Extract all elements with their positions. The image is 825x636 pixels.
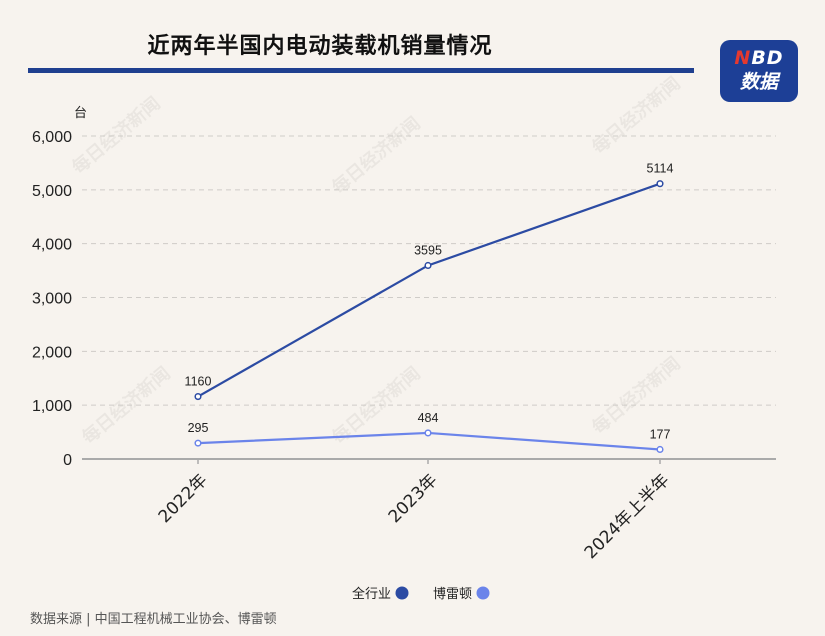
legend-label: 全行业 [352,586,391,602]
data-label: 177 [650,427,671,441]
legend-label: 博雷顿 [433,587,472,602]
data-label: 5114 [647,162,674,176]
y-axis-unit-label: 台 [74,106,87,121]
data-label: 484 [418,411,439,425]
y-tick-label: 2,000 [32,344,72,361]
y-tick-label: 1,000 [32,398,72,415]
y-tick-label: 0 [63,452,72,469]
legend-swatch [395,586,409,600]
x-tick-label: 2022年 [155,470,212,527]
series-line-0 [197,182,661,398]
chart-title: 近两年半国内电动装载机销量情况 [147,34,493,59]
title-underline [28,68,694,73]
data-point [656,180,664,188]
x-tick-label: 2024年上半年 [581,470,674,563]
data-label: 1160 [185,375,212,389]
data-point [424,261,432,270]
y-tick-label: 3,000 [32,291,72,308]
watermark-text: 每日经济新闻 [328,112,425,198]
data-label: 295 [188,421,209,435]
y-tick-label: 4,000 [32,237,72,254]
nbd-data-logo: NBD 数据 [720,40,798,102]
data-point [194,393,202,401]
watermark-text: 每日经济新闻 [588,72,685,158]
watermark-text: 每日经济新闻 [588,352,685,438]
data-source: 数据来源 | 中国工程机械工业协会、博雷顿 [30,612,277,627]
y-tick-label: 6,000 [32,129,72,146]
data-point [194,439,202,447]
data-point [656,445,664,454]
x-tick-label: 2023年 [385,470,442,527]
data-label: 3595 [414,243,442,257]
legend-swatch [476,586,490,600]
data-point [424,429,432,437]
y-tick-label: 5,000 [32,183,72,200]
